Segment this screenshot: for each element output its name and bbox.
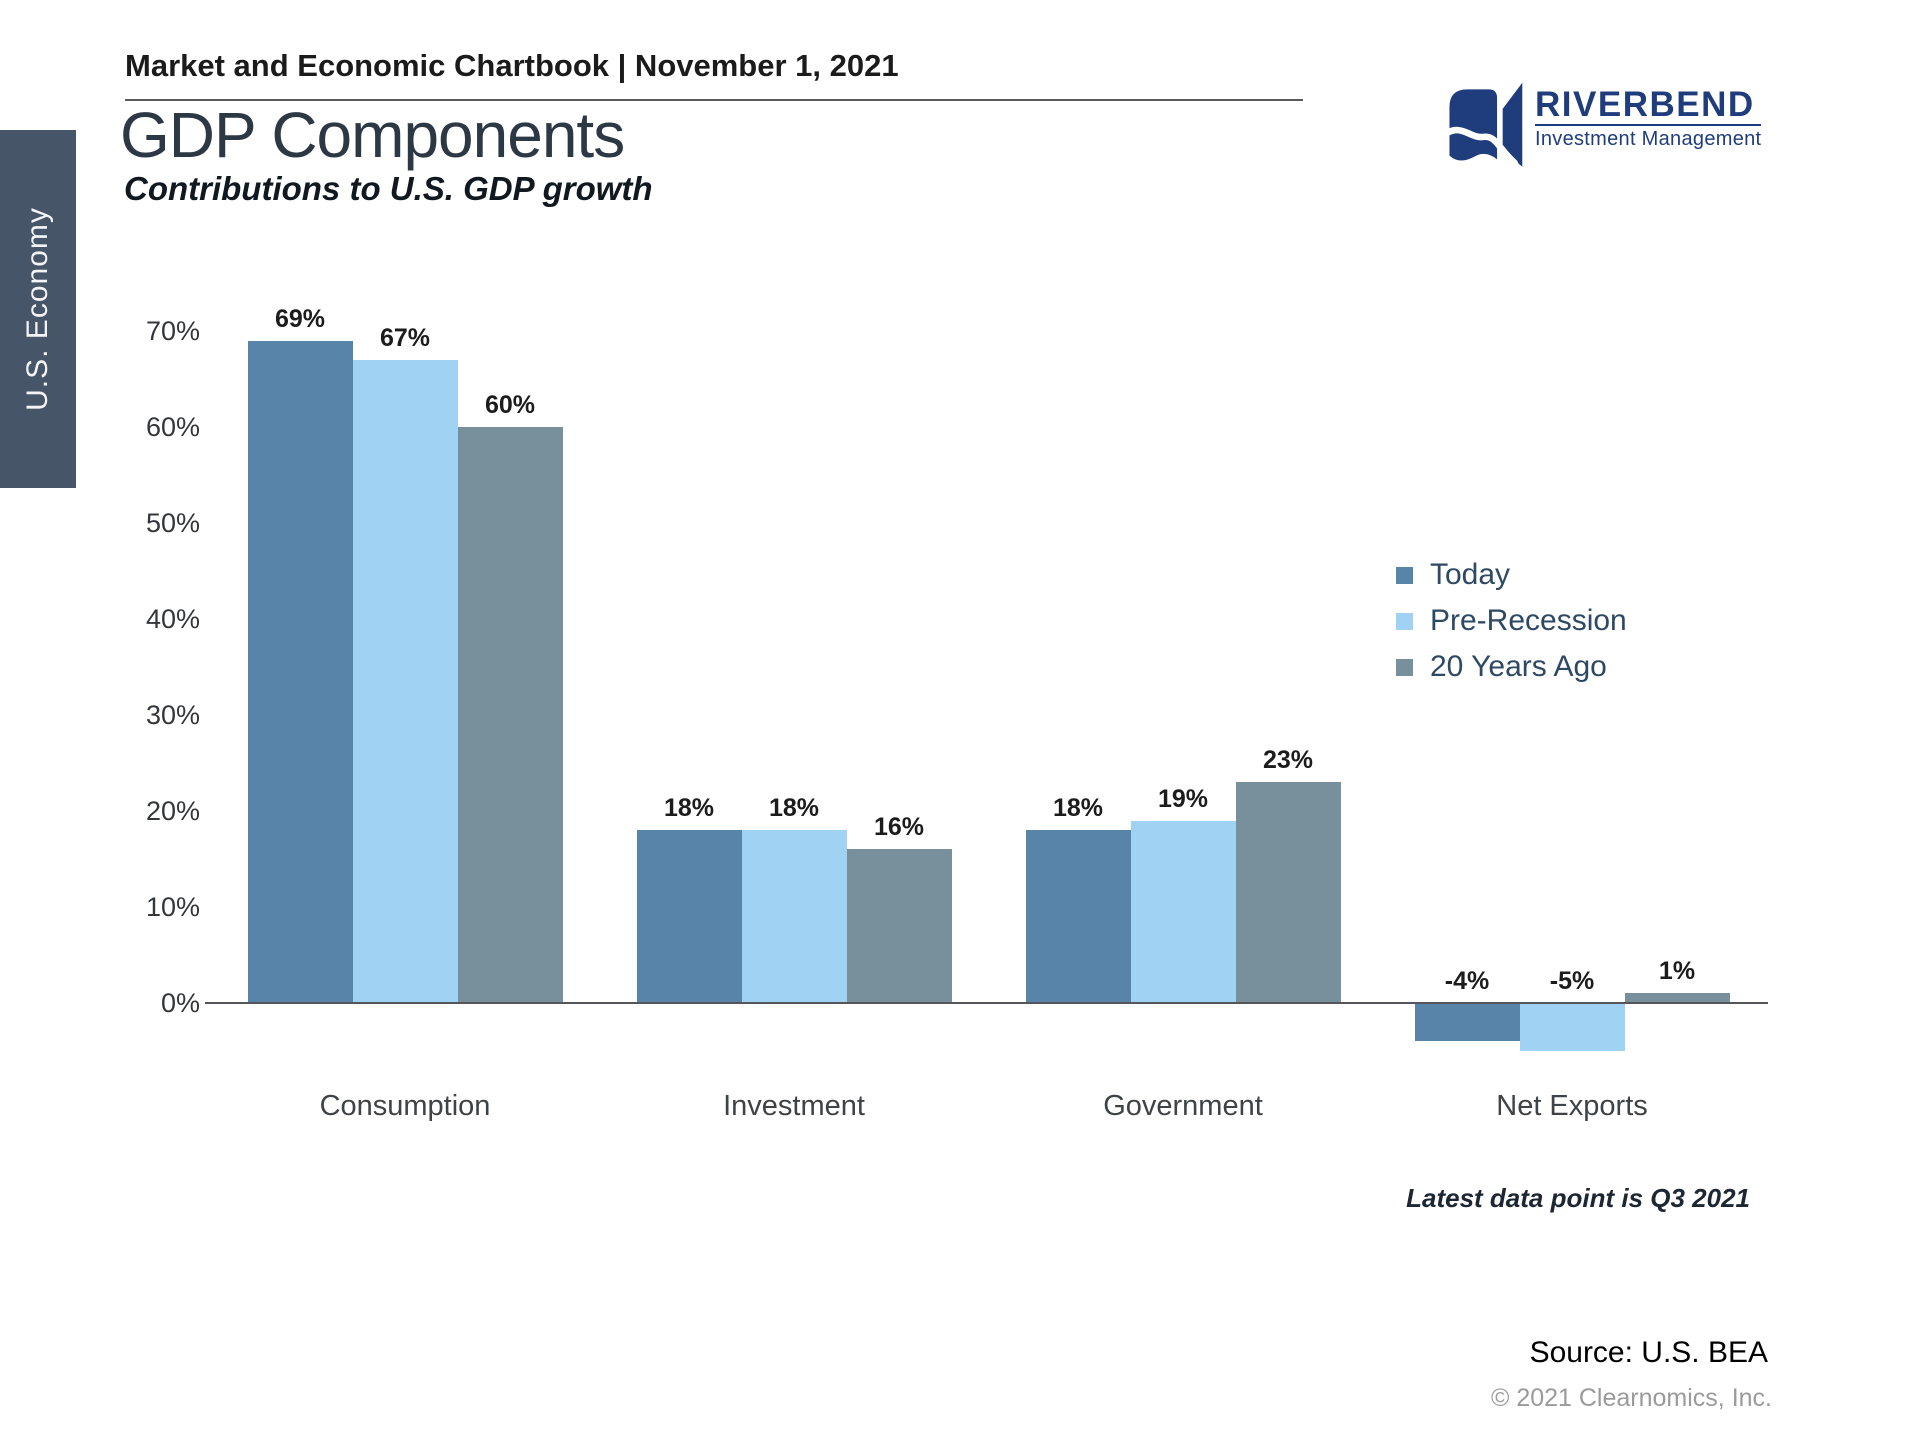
y-tick-label: 70%: [145, 316, 200, 346]
bar-today: [636, 830, 742, 1003]
bar-value-label: 16%: [873, 813, 925, 842]
bar-value-label: 18%: [768, 794, 820, 823]
bar-today: [1025, 830, 1131, 1003]
legend-item-pre-recession: Pre-Recession: [1396, 598, 1627, 644]
riverbend-logo: RIVERBEND Investment Management: [1442, 74, 1762, 170]
bar-pre-recession: [1519, 1003, 1625, 1051]
page-title: GDP Components: [120, 99, 625, 171]
bar-pre-recession: [741, 830, 847, 1003]
bar-value-label: 18%: [663, 794, 715, 823]
bar-pre-recession: [1130, 820, 1236, 1003]
logo-text: RIVERBEND Investment Management: [1535, 74, 1762, 151]
bar-20-years-ago: [1235, 782, 1341, 1003]
bar-20-years-ago: [846, 849, 952, 1003]
legend-swatch-icon: [1396, 658, 1413, 676]
y-tick-label: 10%: [145, 892, 200, 922]
y-tick-label: 50%: [145, 508, 200, 538]
legend-swatch-icon: [1396, 612, 1413, 630]
legend-label: 20 Years Ago: [1430, 650, 1607, 683]
category-label-consumption: Consumption: [319, 1090, 491, 1122]
y-tick-label: 30%: [145, 700, 200, 730]
sidebar-tab-us-economy[interactable]: U.S. Economy: [0, 130, 76, 488]
legend-label: Pre-Recession: [1430, 604, 1627, 637]
bar-value-label: 67%: [379, 323, 431, 352]
bar-today: [1414, 1003, 1520, 1042]
riverbend-logo-icon: [1442, 82, 1523, 167]
copyright-note: © 2021 Clearnomics, Inc.: [1490, 1384, 1772, 1412]
legend-label: Today: [1430, 558, 1511, 591]
chart-legend: Today Pre-Recession 20 Years Ago: [1396, 552, 1627, 690]
category-label-net-exports: Net Exports: [1496, 1090, 1648, 1122]
bar-value-label: 1%: [1658, 957, 1696, 986]
y-tick-label: 0%: [160, 988, 200, 1018]
y-tick-label: 40%: [145, 604, 200, 634]
y-tick-label: 20%: [145, 796, 200, 826]
x-axis-line: [205, 1002, 1768, 1004]
logo-wordmark: RIVERBEND: [1535, 85, 1755, 124]
legend-item-today: Today: [1396, 552, 1627, 598]
bar-value-label: 18%: [1052, 794, 1104, 823]
bar-20-years-ago: [1624, 993, 1730, 1003]
bar-value-label: 23%: [1262, 746, 1314, 775]
page-subtitle: Contributions to U.S. GDP growth: [124, 170, 653, 207]
chartbook-header: Market and Economic Chartbook | November…: [125, 48, 899, 83]
chart-footnote: Latest data point is Q3 2021: [1406, 1183, 1750, 1213]
category-label-investment: Investment: [723, 1090, 865, 1122]
bar-20-years-ago: [457, 427, 563, 1003]
legend-item-20-years-ago: 20 Years Ago: [1396, 644, 1627, 690]
category-label-government: Government: [1103, 1090, 1263, 1122]
bar-today: [247, 340, 353, 1003]
y-tick-label: 60%: [145, 412, 200, 442]
header-divider: [125, 99, 1303, 101]
bar-pre-recession: [352, 359, 458, 1003]
source-note: Source: U.S. BEA: [1529, 1336, 1768, 1369]
legend-swatch-icon: [1396, 566, 1413, 584]
bar-value-label: 69%: [274, 304, 326, 333]
bar-value-label: -5%: [1549, 967, 1595, 995]
bar-value-label: 19%: [1157, 784, 1209, 813]
logo-tagline: Investment Management: [1535, 124, 1762, 151]
bar-value-label: 60%: [484, 391, 536, 419]
bar-value-label: -4%: [1444, 967, 1490, 995]
